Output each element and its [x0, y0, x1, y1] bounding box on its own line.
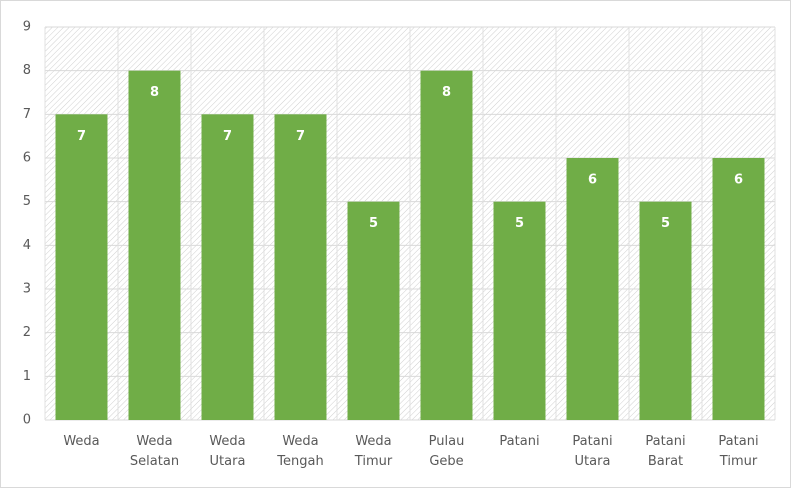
bar	[274, 114, 327, 420]
x-tick-label: Pulau Gebe	[428, 434, 465, 469]
x-tick-label: Weda Tengah	[277, 434, 324, 469]
data-label: 5	[515, 216, 524, 231]
data-label: 5	[369, 216, 378, 231]
bar	[493, 201, 546, 420]
y-tick-label: 3	[23, 282, 31, 297]
bar	[639, 201, 692, 420]
data-label: 8	[150, 85, 159, 100]
y-tick-label: 6	[23, 151, 31, 166]
bar	[712, 158, 765, 420]
y-tick-label: 5	[23, 194, 31, 209]
data-label: 7	[77, 129, 86, 144]
bar	[55, 114, 108, 420]
y-tick-label: 4	[23, 238, 31, 253]
data-label: 8	[442, 85, 451, 100]
y-tick-label: 1	[23, 369, 31, 384]
y-tick-label: 2	[23, 325, 31, 340]
x-tick-label: Patani Barat	[645, 434, 686, 469]
data-label: 7	[296, 129, 305, 144]
y-tick-label: 8	[23, 63, 31, 78]
x-tick-label: Weda	[63, 434, 100, 449]
data-label: 6	[588, 173, 597, 188]
x-tick-label: Patani Timur	[718, 434, 759, 469]
data-label: 7	[223, 129, 232, 144]
x-tick-label: Patani Utara	[572, 434, 613, 469]
y-tick-label: 7	[23, 107, 31, 122]
x-tick-label: Weda Selatan	[129, 434, 180, 469]
y-tick-label: 0	[23, 413, 31, 428]
bar	[420, 70, 473, 421]
bar	[201, 114, 254, 420]
x-tick-label: Patani	[499, 434, 540, 449]
bar	[128, 70, 181, 421]
x-tick-label: Weda Utara	[209, 434, 246, 469]
y-tick-label: 9	[23, 20, 31, 35]
bar	[347, 201, 400, 420]
x-tick-label: Weda Timur	[354, 434, 393, 469]
data-label: 5	[661, 216, 670, 231]
bar	[566, 158, 619, 420]
data-label: 6	[734, 173, 743, 188]
